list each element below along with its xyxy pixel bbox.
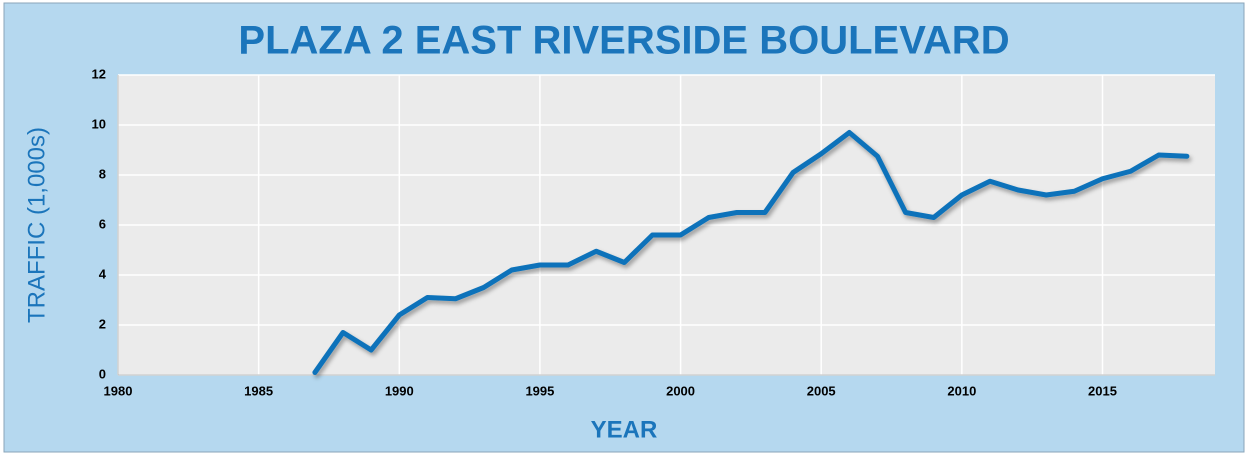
y-tick-label: 2	[99, 316, 106, 331]
x-tick-label: 2015	[1088, 383, 1117, 398]
y-tick-label: 8	[99, 166, 106, 181]
y-tick-label: 0	[99, 366, 106, 381]
y-tick-label: 4	[99, 266, 107, 281]
x-tick-label: 2000	[666, 383, 695, 398]
y-tick-label: 10	[92, 116, 106, 131]
x-axis-label: YEAR	[591, 416, 658, 443]
x-tick-label: 1985	[244, 383, 273, 398]
y-tick-label: 6	[99, 216, 106, 231]
x-tick-label: 2010	[947, 383, 976, 398]
y-tick-label: 12	[92, 66, 106, 81]
x-tick-label: 1995	[525, 383, 554, 398]
x-tick-label: 1980	[104, 383, 133, 398]
y-axis-label: TRAFFIC (1,000s)	[23, 127, 50, 323]
chart-title: PLAZA 2 EAST RIVERSIDE BOULEVARD	[238, 19, 1009, 63]
data-line	[312, 130, 1190, 375]
x-tick-label: 1990	[385, 383, 414, 398]
x-tick-label: 2005	[807, 383, 836, 398]
